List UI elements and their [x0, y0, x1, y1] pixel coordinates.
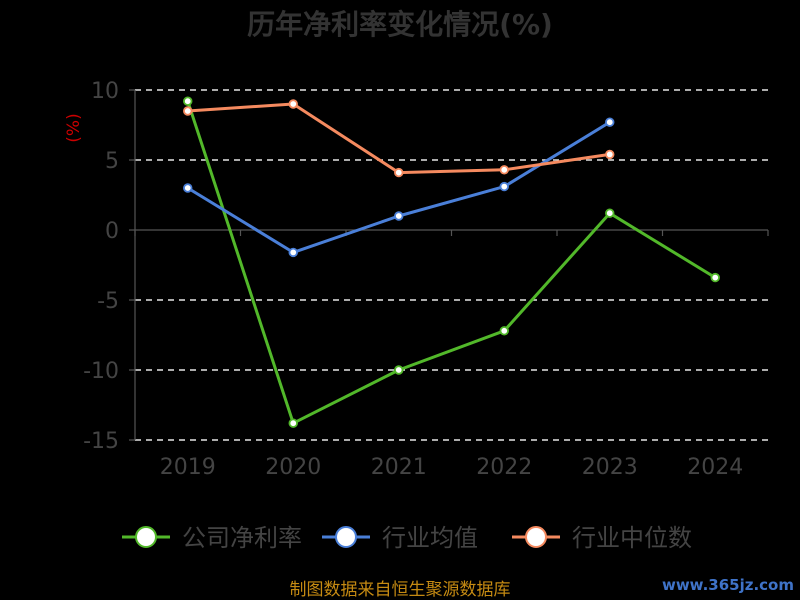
source-note: 制图数据来自恒生聚源数据库	[290, 580, 511, 600]
legend-item-3[interactable]: 行业中位数	[512, 524, 692, 552]
series-1-point	[710, 272, 720, 283]
axes	[129, 89, 769, 441]
chart-title: 历年净利率变化情况(%)	[247, 8, 553, 41]
legend[interactable]: 公司净利率 行业均值 行业中位数	[122, 524, 692, 552]
legend-marker	[335, 526, 357, 548]
x-tick-label: 2022	[476, 455, 532, 480]
series-1-point	[394, 365, 404, 375]
series-3-point	[183, 106, 193, 116]
series-3-line	[187, 102, 610, 175]
series-2-point	[288, 247, 298, 258]
legend-label: 公司净利率	[182, 524, 302, 552]
y-tick-label: 10	[91, 79, 119, 104]
y-tick-label: -5	[97, 289, 119, 314]
series-2-point	[394, 211, 404, 221]
y-tick-label: 0	[105, 219, 119, 244]
x-tick-label: 2020	[265, 455, 321, 480]
series-1-point	[499, 326, 509, 336]
legend-marker	[135, 526, 157, 548]
x-tick-label: 2021	[371, 455, 427, 480]
series-1-point	[605, 208, 615, 218]
x-tick-label: 2024	[687, 455, 743, 480]
y-tick-labels: 10 5 0 -5 -10 -15	[83, 79, 119, 454]
x-tick-label: 2019	[160, 455, 216, 480]
legend-marker	[525, 526, 547, 548]
series-3-point	[394, 167, 404, 178]
series-2-point	[183, 183, 193, 193]
legend-item-2[interactable]: 行业均值	[322, 524, 478, 552]
series-2-line	[186, 120, 611, 254]
series-lines	[183, 96, 720, 428]
watermark: www.365jz.com	[662, 576, 794, 594]
gridlines	[135, 89, 768, 441]
series-2-point	[605, 117, 615, 127]
legend-label: 行业中位数	[572, 524, 692, 552]
legend-label: 行业均值	[382, 524, 478, 552]
series-3-point	[605, 149, 615, 160]
series-1-point	[183, 96, 193, 106]
x-tick-label: 2023	[582, 455, 638, 480]
y-axis-label: (%)	[64, 113, 84, 142]
legend-item-1[interactable]: 公司净利率	[122, 524, 302, 552]
series-1-line	[186, 100, 717, 425]
series-3-point	[499, 165, 509, 175]
series-1-point	[288, 418, 298, 428]
series-2-point	[499, 181, 509, 192]
series-3-point	[288, 99, 298, 109]
y-tick-label: -10	[83, 359, 119, 384]
x-tick-labels: 2019 2020 2021 2022 2023 2024	[160, 455, 744, 480]
y-tick-label: -15	[83, 429, 119, 454]
y-tick-label: 5	[105, 149, 119, 174]
